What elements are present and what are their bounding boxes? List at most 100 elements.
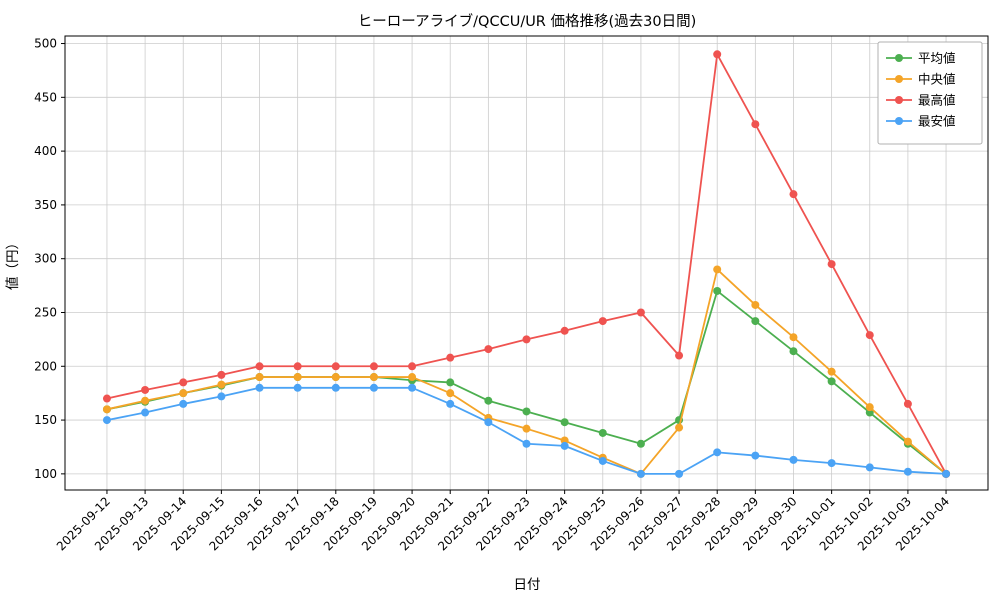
series-max-marker [827,260,836,269]
series-min-marker [560,441,569,450]
series-average-marker [598,428,607,437]
series-min-marker [942,469,951,478]
series-max-marker [522,335,531,344]
series-max-marker [331,362,340,371]
series-min-marker [255,383,264,392]
legend-item-average: 平均値 [886,51,956,66]
series-average-marker [522,407,531,416]
series-max-marker [141,385,150,394]
legend-label: 平均値 [918,51,956,66]
series-min-marker [636,469,645,478]
y-tick-label: 100 [34,467,57,481]
series-max-marker [636,308,645,317]
series-max-marker [560,326,569,335]
series-min-marker [751,451,760,460]
series-min-marker [903,467,912,476]
series-min-marker [598,456,607,465]
series-min-marker [331,383,340,392]
legend-item-max: 最高値 [886,93,956,108]
series-min-marker [141,408,150,417]
series-min-marker [865,463,874,472]
series-max-marker [484,345,493,354]
series-min-marker [217,392,226,401]
series-max-marker [751,120,760,129]
series-median-marker [255,373,264,382]
y-tick-label: 450 [34,90,57,104]
series-min-marker [522,439,531,448]
x-axis-ticks: 2025-09-122025-09-132025-09-142025-09-15… [54,490,952,553]
series-median-marker [102,405,111,414]
series-min-marker [789,455,798,464]
y-tick-label: 500 [34,37,57,51]
series-median-marker [446,389,455,398]
series-median-marker [903,437,912,446]
series-average-marker [713,286,722,295]
y-tick-label: 400 [34,144,57,158]
series-max-marker [598,317,607,326]
y-tick-label: 200 [34,359,57,373]
y-tick-label: 300 [34,252,57,266]
series-min-marker [446,399,455,408]
series-median-marker [865,403,874,412]
series-average-marker [827,377,836,386]
series-median-marker [713,265,722,274]
series-median-marker [827,367,836,376]
series-max-marker [102,394,111,403]
series-min-marker [369,383,378,392]
series-median-line [102,265,951,478]
legend-item-min: 最安値 [886,114,956,129]
plot-area: 100 150 200 250 300 350 400 450 500 2025-09-12202… [34,35,989,553]
x-axis-label: 日付 [514,577,541,593]
series-max-marker [255,362,264,371]
series-median-marker [217,380,226,389]
series-max-marker [293,362,302,371]
series-max-marker [408,362,417,371]
legend-marker-average-icon [895,54,903,62]
legend-item-median: 中央値 [886,72,956,87]
series-min-marker [179,399,188,408]
series-median-marker [789,333,798,342]
legend-label: 最高値 [918,93,956,108]
series-average-marker [484,396,493,405]
y-tick-label: 150 [34,413,57,427]
y-axis-ticks: 100 150 200 250 300 350 400 450 500 [34,37,65,481]
series-median-marker [141,396,150,405]
series-min-line [102,383,951,478]
series-average-marker [560,418,569,427]
series-max-marker [446,353,455,362]
series-min-marker [713,448,722,457]
series-min-marker [293,383,302,392]
series-median-marker [408,373,417,382]
series-average-marker [789,347,798,356]
series-median-marker [331,373,340,382]
series-median-marker [369,373,378,382]
legend-box [877,41,983,145]
series-average-marker [446,378,455,387]
series-min-marker [675,469,684,478]
gridlines [65,36,988,490]
series-max-marker [713,50,722,59]
y-tick-label: 350 [34,198,57,212]
series-max-marker [369,362,378,371]
series-max-marker [865,331,874,340]
series-median-marker [675,423,684,432]
series-min-marker [102,416,111,425]
series-average-marker [636,439,645,448]
series-average-marker [751,317,760,326]
series-median-marker [179,389,188,398]
series-min-marker [408,383,417,392]
chart-title: ヒーローアライブ/QCCU/UR 価格推移(過去30日間) [358,12,697,30]
series-max-marker [179,378,188,387]
series-median-marker [751,300,760,309]
series-max-marker [217,370,226,379]
series-max-marker [789,190,798,199]
legend-label: 中央値 [918,72,956,87]
y-axis-label: 値（円） [5,236,21,290]
series-max-marker [675,351,684,360]
legend-marker-median-icon [895,75,903,83]
series-max-marker [903,399,912,408]
legend-marker-max-icon [895,96,903,104]
